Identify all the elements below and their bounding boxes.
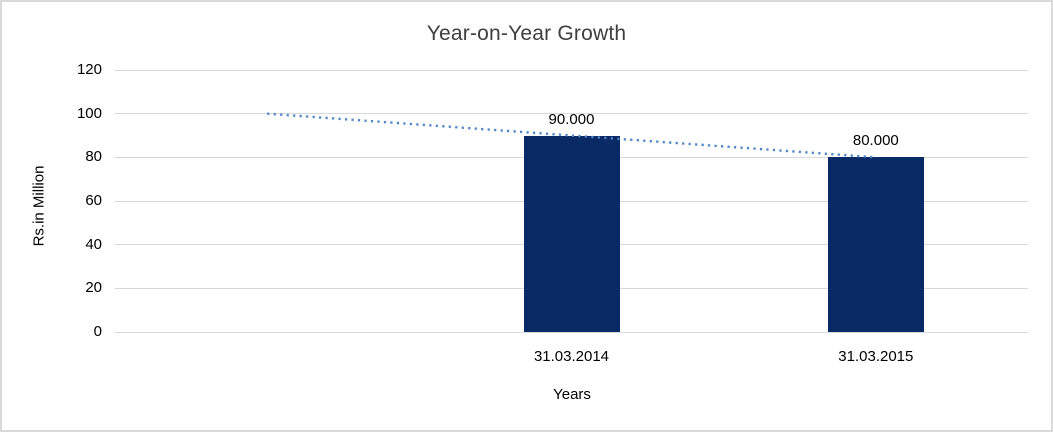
y-tick-label: 120 xyxy=(76,61,102,78)
y-tick-label: 80 xyxy=(85,148,102,166)
y-tick-label: 60 xyxy=(85,192,102,209)
x-axis-title: Years xyxy=(553,386,591,403)
data-label: 90.000 xyxy=(548,110,595,128)
x-tick-label: 31.03.2015 xyxy=(838,348,914,365)
x-tick-label: 31.03.2014 xyxy=(533,348,610,365)
chart-title: Year-on-Year Growth xyxy=(426,22,627,45)
bar xyxy=(523,135,620,332)
gridline xyxy=(115,331,1028,333)
y-tick-label: 20 xyxy=(85,279,102,297)
y-tick-label: 40 xyxy=(85,235,102,253)
data-label: 80.000 xyxy=(852,132,899,150)
gridline xyxy=(115,69,1028,71)
y-tick-label: 100 xyxy=(76,104,102,122)
bar xyxy=(827,157,924,332)
y-tick-label: 0 xyxy=(93,323,102,340)
